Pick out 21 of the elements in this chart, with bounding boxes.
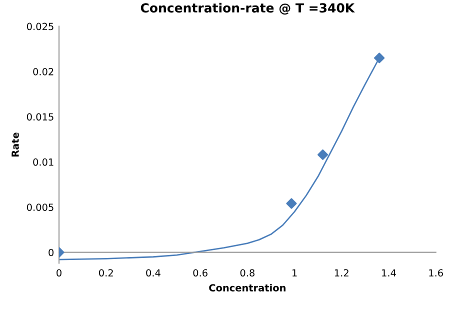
x-tick-label: 0.6 — [193, 269, 208, 277]
x-tick-label: 1.2 — [334, 269, 348, 276]
x-tick-label: 1.4 — [382, 269, 396, 276]
y-axis-title: Rate — [12, 132, 19, 157]
y-tick-label: 0.005 — [26, 204, 54, 211]
y-tick-label: 0.015 — [26, 113, 54, 121]
x-tick-label: 0.2 — [99, 269, 113, 277]
x-tick-label: 1.6 — [429, 269, 443, 277]
y-tick-label: 0.02 — [33, 68, 54, 76]
point — [286, 198, 297, 209]
y-tick-label: 0.01 — [33, 158, 54, 166]
y-tick-label: 0.025 — [26, 22, 54, 30]
x-tick-label: 0.8 — [240, 269, 254, 277]
y-tick-label: 0 — [48, 248, 54, 256]
x-axis-title: Concentration — [209, 284, 286, 292]
x-tick-label: 0.4 — [146, 269, 160, 277]
point — [317, 149, 328, 160]
x-tick-label: 0 — [56, 269, 62, 277]
x-tick-label: 1 — [292, 269, 297, 276]
chart-title: Concentration-rate @ T =340K — [140, 2, 355, 15]
point — [374, 52, 385, 64]
